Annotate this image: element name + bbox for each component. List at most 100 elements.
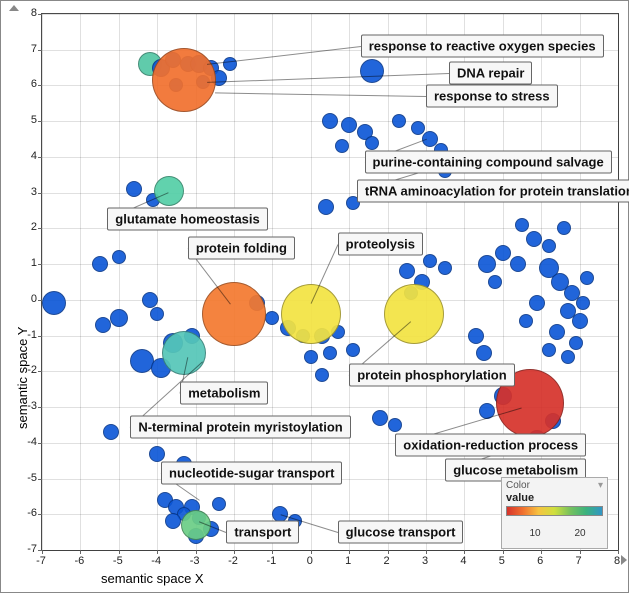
scatter-point [549,324,565,340]
chart-container: response to reactive oxygen species DNA r… [0,0,629,593]
annotation-label: tRNA aminoacylation for protein translat… [357,179,629,202]
axis-tick [38,514,42,515]
annotation-label: purine-containing compound salvage [365,151,612,174]
scatter-point [529,295,545,311]
legend-title: value [506,492,603,504]
scatter-point [580,271,594,285]
scatter-point [572,313,588,329]
axis-tick [38,336,42,337]
scatter-point [304,350,318,364]
legend-menu-icon[interactable]: ▾ [598,480,603,491]
scatter-point [42,291,66,315]
y-tick-label: -6 [21,507,37,519]
x-tick-label: -6 [75,555,85,567]
scatter-point [315,368,329,382]
annotation-label: metabolism [180,381,268,404]
legend-header: Color ▾ [506,480,603,491]
scatter-point [526,231,542,247]
nav-up-triangle [9,5,19,11]
x-tick-label: 1 [345,555,351,567]
legend-ticks: 10 20 [506,516,603,544]
grid-line [618,14,619,550]
annotation-leader [215,93,426,98]
scatter-point [476,345,492,361]
scatter-point [438,261,452,275]
x-axis-label: semantic space X [101,571,204,586]
y-tick-label: -7 [21,543,37,555]
scatter-point [346,343,360,357]
axis-tick [38,479,42,480]
scatter-point [142,292,158,308]
legend-tick: 10 [529,528,540,539]
y-tick-label: 2 [21,221,37,233]
scatter-point [323,346,337,360]
grid-line [42,14,618,15]
y-tick-label: -5 [21,472,37,484]
scatter-point [103,424,119,440]
x-tick-label: -1 [267,555,277,567]
y-tick-label: 4 [21,150,37,162]
scatter-point [392,114,406,128]
legend-header-text: Color [506,480,530,491]
annotation-label: N-terminal protein myristoylation [130,415,350,438]
scatter-point [165,513,181,529]
scatter-point [542,239,556,253]
scatter-point [150,307,164,321]
annotation-label: proteolysis [338,233,423,256]
y-tick-label: 0 [21,293,37,305]
scatter-point [126,181,142,197]
y-axis-label: semantic space Y [15,327,30,429]
nav-right-triangle [621,555,627,565]
scatter-point [223,57,237,71]
annotation-label: transport [226,521,299,544]
grid-line [42,264,618,265]
legend-tick: 20 [574,528,585,539]
x-tick-label: 8 [614,555,620,567]
scatter-point [488,275,502,289]
scatter-point [112,250,126,264]
scatter-point [557,221,571,235]
axis-tick [38,193,42,194]
annotation-label: DNA repair [449,61,532,84]
axis-tick [38,121,42,122]
scatter-point [399,263,415,279]
scatter-point [92,256,108,272]
scatter-point [322,113,338,129]
grid-line [80,14,81,550]
y-tick-label: 5 [21,114,37,126]
scatter-point [515,218,529,232]
scatter-point [478,255,496,273]
axis-tick [38,443,42,444]
color-legend: Color ▾value 10 20 [501,477,608,549]
axis-tick [38,228,42,229]
y-tick-label: 3 [21,186,37,198]
annotation-label: response to reactive oxygen species [361,35,604,58]
axis-tick [38,371,42,372]
y-tick-label: 7 [21,43,37,55]
annotation-label: protein folding [188,237,295,260]
annotation-leader [207,73,449,83]
y-tick-label: -3 [21,400,37,412]
scatter-point-highlight [281,284,341,344]
annotation-label: glucose transport [338,521,464,544]
annotation-label: oxidation-reduction process [395,433,586,456]
scatter-point [561,350,575,364]
scatter-point [423,254,437,268]
axis-tick [38,264,42,265]
grid-line [42,14,43,550]
scatter-point [388,418,402,432]
x-tick-label: 0 [307,555,313,567]
axis-tick [38,407,42,408]
y-tick-label: -1 [21,329,37,341]
scatter-point-highlight [202,282,266,346]
x-tick-label: -7 [36,555,46,567]
axis-tick [38,550,42,551]
y-tick-label: -4 [21,436,37,448]
scatter-point-highlight [152,48,216,112]
y-tick-label: 1 [21,257,37,269]
scatter-point [110,309,128,327]
y-tick-label: 8 [21,7,37,19]
scatter-point [495,245,511,261]
scatter-point [569,336,583,350]
legend-gradient [506,506,603,516]
